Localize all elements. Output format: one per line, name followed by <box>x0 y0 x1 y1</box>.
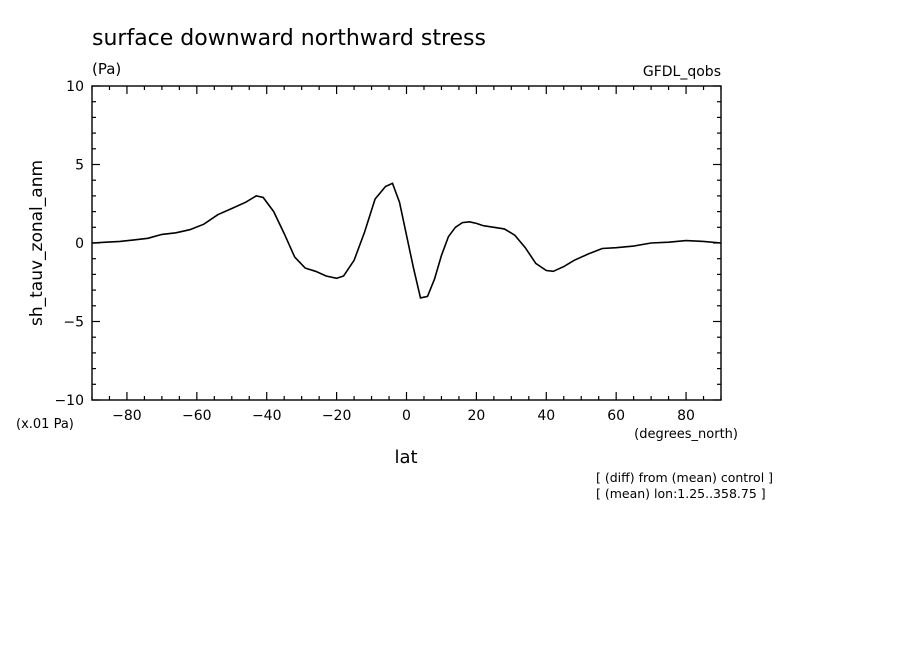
axis-ticks <box>91 85 722 401</box>
y-tick-label: 10 <box>66 79 84 95</box>
y-scale-label: (x.01 Pa) <box>16 417 74 432</box>
note-mean: [ (mean) lon:1.25..358.75 ] <box>596 486 766 501</box>
x-units-label: (degrees_north) <box>634 427 738 442</box>
x-tick-label: −20 <box>322 408 352 424</box>
x-tick-label: 0 <box>402 408 411 424</box>
x-tick-label: −60 <box>182 408 212 424</box>
x-tick-label: 40 <box>537 408 555 424</box>
y-tick-label: 0 <box>75 236 84 252</box>
tick-labels: −80 −60 −40 −20 0 20 40 60 80 −10 −5 0 5 10 <box>54 79 695 424</box>
x-tick-label: 80 <box>677 408 695 424</box>
model-label: GFDL_qobs <box>643 64 721 80</box>
note-diff: [ (diff) from (mean) control ] <box>596 470 773 485</box>
plot-frame <box>91 85 722 401</box>
x-tick-label: −80 <box>112 408 142 424</box>
y-tick-label: 5 <box>75 158 84 174</box>
chart-units: (Pa) <box>92 60 121 78</box>
x-tick-label: 60 <box>607 408 625 424</box>
x-axis-label: lat <box>394 447 417 468</box>
x-tick-label: −40 <box>252 408 282 424</box>
y-tick-label: −5 <box>63 315 84 331</box>
y-axis-label: sh_tauv_zonal_anm <box>27 160 47 326</box>
x-tick-label: 20 <box>467 408 485 424</box>
y-tick-label: −10 <box>54 393 84 409</box>
data-series-line <box>91 182 722 299</box>
chart-title: surface downward northward stress <box>92 26 486 51</box>
